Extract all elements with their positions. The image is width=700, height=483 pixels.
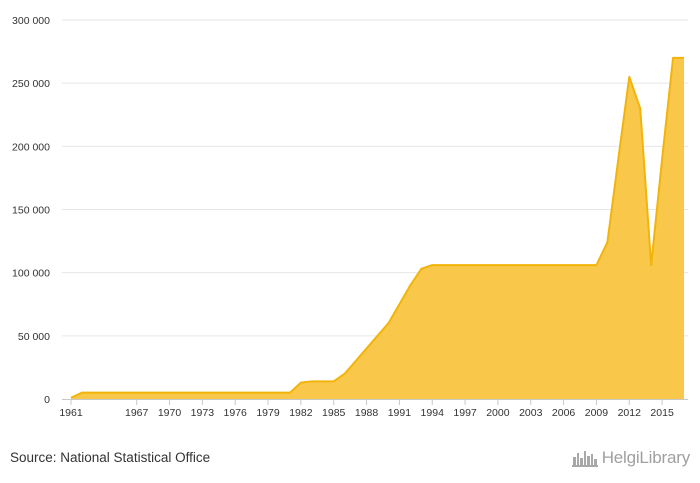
area-chart: 0 50 000 100 000 150 000 200 000 250 000 300 0… xyxy=(12,15,688,419)
x-tick-label: 1961 xyxy=(59,407,83,419)
x-tick-label: 1970 xyxy=(158,407,182,419)
x-tick-label: 1976 xyxy=(224,407,248,419)
x-tick-label: 2006 xyxy=(552,407,576,419)
x-tick-label: 2015 xyxy=(650,407,674,419)
series-area xyxy=(70,56,685,400)
x-tick-label: 1985 xyxy=(322,407,346,419)
x-tick-label: 1979 xyxy=(256,407,280,419)
y-tick-label: 200 000 xyxy=(12,141,50,153)
x-tick-label: 1973 xyxy=(191,407,215,419)
helgi-library-logo[interactable]: HelgiLibrary xyxy=(571,446,691,470)
x-tick-label: 1988 xyxy=(355,407,379,419)
logo-text: HelgiLibrary xyxy=(601,448,691,467)
x-axis xyxy=(62,399,688,405)
x-tick-label: 2009 xyxy=(585,407,609,419)
x-tick-label: 1991 xyxy=(388,407,412,419)
x-tick-label: 2012 xyxy=(618,407,642,419)
y-tick-label: 0 xyxy=(44,394,50,406)
x-tick-label: 2000 xyxy=(486,407,510,419)
x-tick-label: 1997 xyxy=(453,407,477,419)
x-axis-tick-labels: 1961 1967 1970 1973 1976 1979 1982 1985 1988 1991… xyxy=(59,407,674,419)
source-note: Source: National Statistical Office xyxy=(10,450,211,465)
y-tick-label: 150 000 xyxy=(12,205,50,217)
x-tick-label: 2003 xyxy=(519,407,543,419)
area-fill xyxy=(71,57,684,400)
city-skyline-icon xyxy=(571,451,598,467)
y-tick-label: 300 000 xyxy=(12,15,50,27)
y-tick-label: 50 000 xyxy=(18,331,50,343)
y-axis-tick-labels: 0 50 000 100 000 150 000 200 000 250 000 300 0… xyxy=(12,15,50,406)
x-tick-label: 1994 xyxy=(421,407,445,419)
y-tick-label: 100 000 xyxy=(12,268,50,280)
x-tick-label: 1967 xyxy=(125,407,149,419)
y-tick-label: 250 000 xyxy=(12,78,50,90)
x-tick-label: 1982 xyxy=(289,407,313,419)
